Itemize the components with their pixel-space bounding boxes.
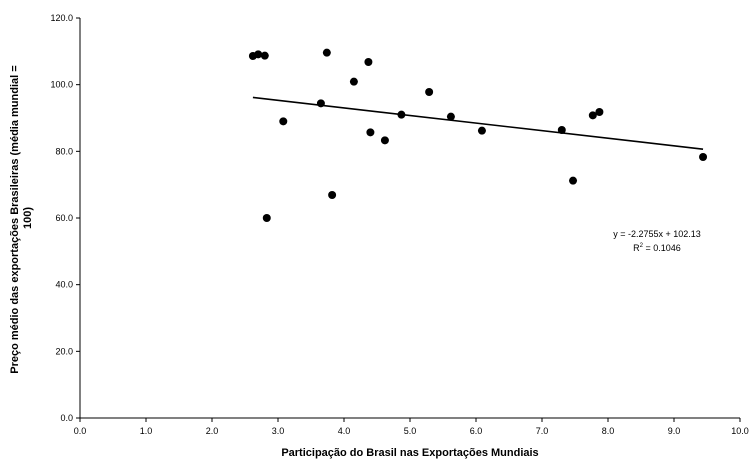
y-axis-title-line1: Preço médio das exportações Brasileiras … (9, 65, 21, 373)
trendline-group (252, 96, 704, 150)
data-point (397, 110, 406, 119)
data-point (588, 111, 597, 120)
data-point (279, 117, 288, 126)
r-squared-superscript: 2 (640, 243, 644, 249)
y-tick-label: 40.0 (55, 280, 73, 290)
y-ticks: 0.0 20.0 40.0 60.0 80.0 100.0 120.0 (50, 13, 80, 423)
data-point (425, 88, 434, 96)
x-tick-label: 1.0 (140, 426, 153, 436)
data-point (595, 108, 604, 116)
x-tick-label: 10.0 (731, 426, 749, 436)
x-tick-label: 0.0 (74, 426, 87, 436)
y-tick-label: 60.0 (55, 213, 73, 223)
x-ticks: 0.0 1.0 2.0 3.0 4.0 5.0 6.0 7.0 8.0 9.0 10.0 (74, 418, 749, 436)
linear-trendline (252, 96, 704, 150)
y-tick-label: 0.0 (60, 413, 73, 423)
data-point (316, 99, 325, 108)
data-point (322, 48, 331, 57)
r-squared-value: = 0.1046 (643, 243, 681, 253)
data-point (446, 112, 455, 121)
x-tick-label: 7.0 (536, 426, 549, 436)
data-points (248, 48, 708, 222)
data-point (349, 77, 358, 86)
y-tick-label: 100.0 (50, 80, 73, 90)
data-point (699, 153, 708, 161)
data-point (262, 214, 271, 222)
data-point (557, 126, 566, 134)
trendline-equation: y = -2.2755x + 102.13 (613, 229, 701, 239)
r-squared-prefix: R (633, 243, 640, 253)
y-tick-label: 80.0 (55, 146, 73, 156)
x-tick-label: 9.0 (668, 426, 681, 436)
r-squared-label: R2 = 0.1046 (633, 243, 681, 253)
axes (79, 18, 740, 419)
data-point (260, 51, 269, 60)
x-tick-label: 5.0 (404, 426, 417, 436)
x-tick-label: 4.0 (338, 426, 351, 436)
y-axis-title: Preço médio das exportações Brasileiras … (9, 62, 34, 374)
data-point (364, 58, 373, 66)
y-tick-label: 120.0 (50, 13, 73, 23)
x-tick-label: 6.0 (470, 426, 483, 436)
data-point (254, 50, 263, 59)
data-point (569, 176, 578, 185)
y-axis-title-line2: 100) (22, 207, 34, 229)
y-tick-label: 20.0 (55, 346, 73, 356)
data-point (380, 136, 389, 145)
data-point (328, 191, 337, 199)
x-tick-label: 2.0 (206, 426, 219, 436)
x-tick-label: 8.0 (602, 426, 615, 436)
x-tick-label: 3.0 (272, 426, 285, 436)
data-point (366, 128, 375, 137)
data-point (477, 126, 486, 135)
x-axis-title: Participação do Brasil nas Exportações M… (281, 447, 538, 459)
trendline-annotation: y = -2.2755x + 102.13 R2 = 0.1046 (613, 229, 701, 253)
